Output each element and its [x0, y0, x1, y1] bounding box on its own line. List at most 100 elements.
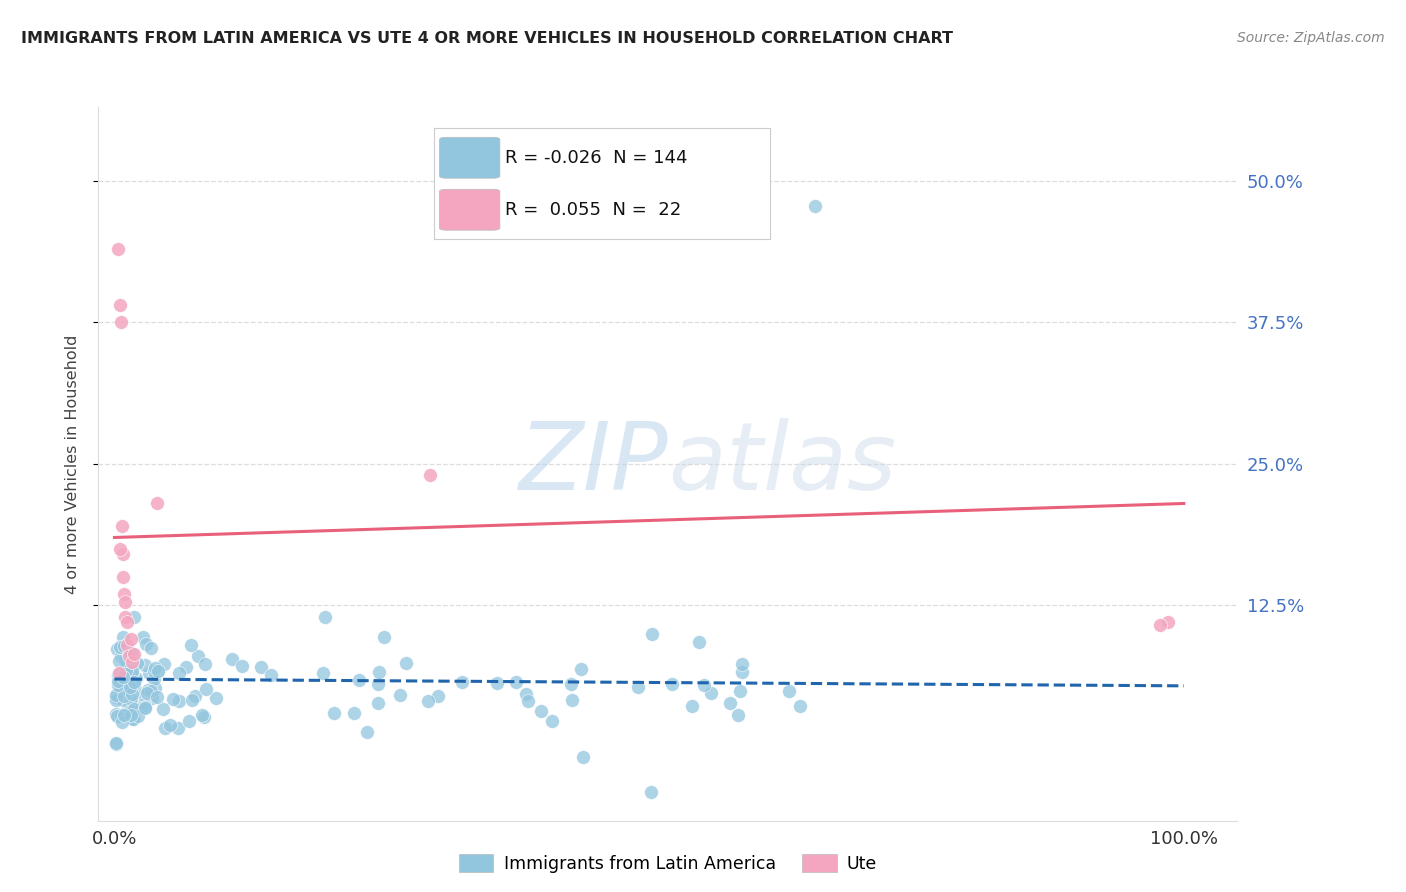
Point — [121, 664, 143, 678]
Point — [110, 684, 132, 698]
Point — [110, 648, 132, 663]
Point — [118, 696, 141, 710]
Point — [367, 677, 389, 691]
Point — [560, 677, 582, 691]
Point — [373, 631, 395, 645]
Point — [112, 676, 135, 690]
Point — [167, 665, 190, 680]
Point — [571, 749, 593, 764]
Point — [112, 639, 135, 653]
Point — [105, 737, 128, 751]
Point — [115, 665, 138, 680]
Point — [152, 702, 174, 716]
Point — [312, 666, 335, 681]
Point — [141, 690, 163, 705]
Point — [112, 693, 135, 707]
Point — [118, 653, 141, 667]
Point — [138, 666, 160, 681]
Point — [127, 709, 149, 723]
Point — [122, 712, 145, 726]
Point — [146, 690, 169, 704]
Point — [193, 710, 215, 724]
Point — [118, 646, 141, 660]
Point — [347, 673, 370, 687]
Point — [134, 657, 156, 672]
Point — [135, 637, 157, 651]
Point — [515, 687, 537, 701]
Point — [112, 689, 135, 703]
Point — [730, 657, 752, 672]
Point — [122, 647, 145, 661]
Point — [179, 714, 201, 728]
Point — [134, 699, 156, 714]
Legend: Immigrants from Latin America, Ute: Immigrants from Latin America, Ute — [451, 847, 884, 880]
Point — [167, 694, 190, 708]
Point — [115, 672, 138, 686]
Point — [138, 683, 160, 698]
Point — [131, 701, 153, 715]
Point — [107, 666, 129, 681]
Point — [146, 664, 169, 678]
Point — [727, 707, 749, 722]
Point — [540, 714, 562, 728]
Point — [322, 706, 344, 721]
Text: IMMIGRANTS FROM LATIN AMERICA VS UTE 4 OR MORE VEHICLES IN HOUSEHOLD CORRELATION: IMMIGRANTS FROM LATIN AMERICA VS UTE 4 O… — [21, 31, 953, 46]
Point — [114, 609, 136, 624]
Point — [120, 707, 142, 722]
Point — [107, 242, 129, 256]
Point — [105, 690, 128, 705]
Point — [108, 541, 131, 556]
Point — [110, 315, 132, 329]
Point — [259, 668, 281, 682]
Point — [356, 725, 378, 739]
Point — [110, 708, 132, 723]
Point — [105, 642, 128, 657]
Point — [120, 680, 142, 694]
Point — [118, 655, 141, 669]
Point — [450, 675, 472, 690]
Text: atlas: atlas — [668, 418, 896, 509]
Point — [569, 662, 592, 676]
Point — [486, 676, 509, 690]
Point — [205, 691, 228, 706]
Point — [162, 692, 184, 706]
Point — [108, 654, 131, 668]
Point — [111, 715, 134, 730]
Point — [730, 684, 752, 698]
Text: Source: ZipAtlas.com: Source: ZipAtlas.com — [1237, 31, 1385, 45]
Point — [195, 681, 218, 696]
Point — [250, 660, 273, 674]
Point — [117, 638, 139, 652]
Point — [153, 721, 176, 735]
Point — [661, 676, 683, 690]
Point — [136, 686, 159, 700]
Point — [132, 630, 155, 644]
Point — [118, 682, 141, 697]
Point — [187, 649, 209, 664]
Point — [681, 698, 703, 713]
Point — [122, 701, 145, 715]
Text: ZIP: ZIP — [519, 418, 668, 509]
Point — [114, 644, 136, 658]
Point — [190, 708, 212, 723]
Point — [181, 693, 204, 707]
Point — [143, 661, 166, 675]
Point — [731, 665, 754, 680]
Point — [121, 665, 143, 680]
Point — [641, 626, 664, 640]
Point — [127, 656, 149, 670]
Point — [104, 736, 127, 750]
Point — [388, 688, 411, 702]
Point — [120, 668, 142, 682]
Point — [778, 683, 800, 698]
Point — [640, 785, 662, 799]
Point — [125, 671, 148, 685]
Point — [718, 696, 741, 710]
Point — [120, 704, 142, 718]
Point — [142, 672, 165, 686]
Point — [120, 646, 142, 660]
Point — [112, 670, 135, 684]
Point — [561, 692, 583, 706]
Point — [1157, 615, 1180, 630]
Point — [395, 656, 418, 670]
